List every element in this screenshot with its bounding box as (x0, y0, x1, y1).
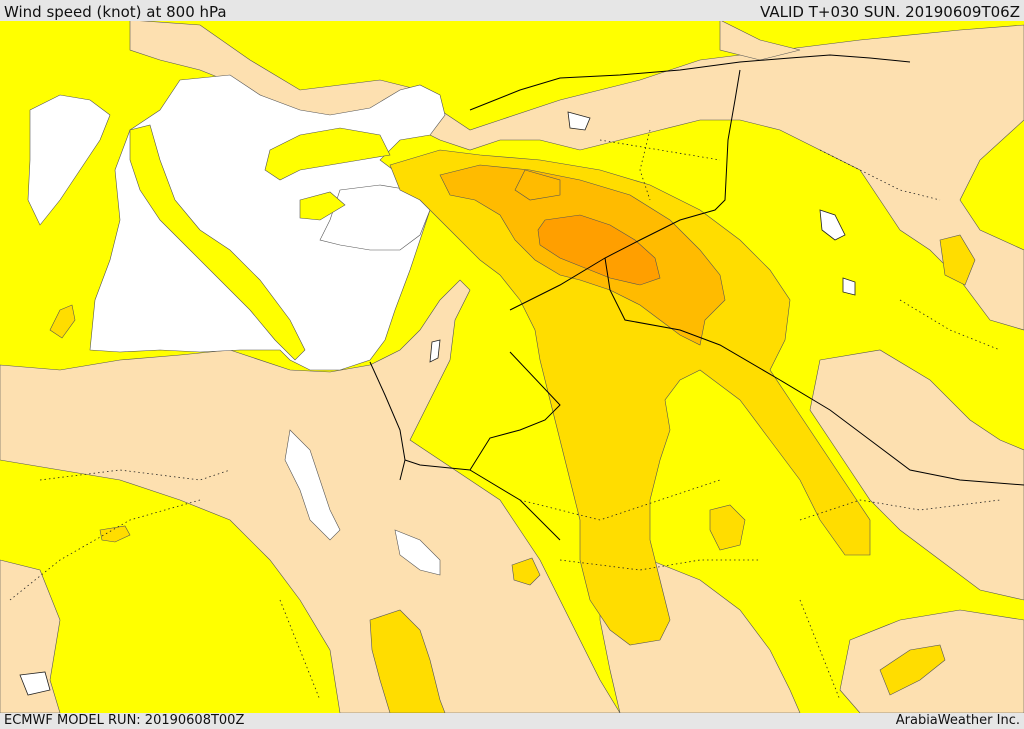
wind-speed-map[interactable] (0, 21, 1024, 713)
map-title: Wind speed (knot) at 800 hPa (4, 3, 227, 21)
country-borders (369, 54, 1024, 541)
header-bar: Wind speed (knot) at 800 hPa VALID T+030… (0, 0, 1024, 21)
footer-bar: ECMWF MODEL RUN: 20190608T00Z ArabiaWeat… (0, 713, 1024, 729)
credit: ArabiaWeather Inc. (895, 713, 1020, 728)
model-run: ECMWF MODEL RUN: 20190608T00Z (4, 713, 245, 728)
valid-time: VALID T+030 SUN. 20190609T06Z (760, 3, 1020, 21)
band-orange (537, 214, 661, 286)
internal-boundaries (9, 129, 1001, 701)
band-gold (49, 149, 976, 713)
water-bodies (19, 111, 856, 696)
band-yellow-tongue (129, 124, 391, 361)
map-canvas (0, 21, 1024, 713)
